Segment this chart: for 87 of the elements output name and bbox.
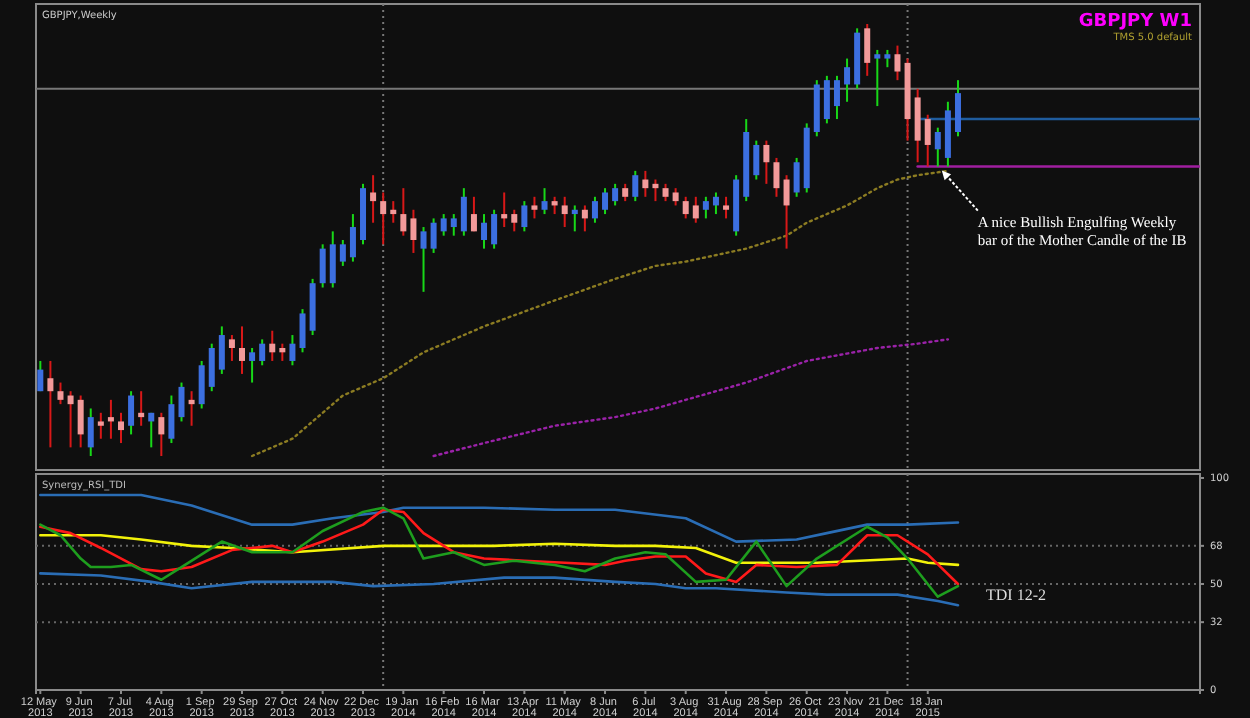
candlestick (571, 204, 578, 233)
candlestick (440, 213, 447, 237)
candlestick (844, 57, 851, 103)
candlestick (682, 195, 689, 220)
annotation: TDI 12-2 (986, 586, 1046, 604)
candlestick (632, 169, 639, 203)
candlestick (128, 390, 135, 436)
candlestick (894, 44, 901, 82)
candlestick (602, 187, 609, 216)
candlestick (218, 325, 225, 375)
candlestick (370, 174, 377, 224)
candlestick (864, 23, 871, 77)
candlestick (914, 87, 921, 164)
candlestick (954, 79, 961, 138)
candlestick (521, 200, 528, 233)
candlestick (228, 334, 235, 362)
candlestick (269, 329, 276, 362)
candlestick (259, 338, 266, 367)
candlestick (702, 195, 709, 220)
candlestick (612, 182, 619, 207)
candlestick (107, 398, 114, 440)
candlestick (118, 411, 124, 445)
candlestick (541, 187, 548, 216)
candlestick (97, 411, 104, 440)
candlestick (481, 213, 488, 250)
candlestick (833, 74, 840, 121)
line-series (39, 493, 960, 543)
candlestick (57, 381, 64, 406)
candlestick (591, 195, 598, 224)
candlestick (289, 334, 296, 367)
candlestick (470, 195, 477, 233)
candlestick (249, 347, 256, 384)
candlestick (400, 187, 407, 237)
candlestick (208, 342, 215, 393)
candlestick (198, 359, 205, 410)
candlestick (299, 308, 306, 354)
candlestick (188, 390, 195, 427)
candlestick (793, 156, 800, 198)
candlestick (410, 208, 417, 254)
candlestick (763, 139, 770, 185)
candlestick (178, 381, 185, 423)
candlestick (501, 191, 508, 229)
candlestick (148, 411, 155, 449)
candlestick (138, 390, 145, 427)
line-series (39, 506, 960, 599)
candlestick (349, 213, 356, 263)
candlestick (491, 208, 498, 250)
candlestick (309, 277, 316, 337)
line-series (39, 508, 960, 586)
candlestick (450, 213, 457, 237)
candlestick (239, 325, 245, 375)
candlestick (642, 169, 649, 198)
candlestick (773, 156, 780, 198)
candlestick (531, 195, 538, 220)
candlestick (934, 126, 941, 168)
candlestick (460, 187, 467, 237)
candlestick (37, 359, 44, 393)
candlestick (753, 139, 760, 181)
chart-title: GBPJPY W1 (1078, 12, 1192, 32)
candlestick (319, 243, 326, 289)
candlestick (380, 191, 387, 246)
candlestick (329, 230, 336, 289)
candlestick (924, 113, 931, 168)
candlestick (390, 200, 397, 224)
candlestick (339, 239, 346, 267)
candlestick (420, 226, 427, 293)
candlestick (511, 208, 518, 233)
candlestick (723, 195, 730, 220)
candlestick (581, 204, 588, 233)
candlestick (87, 407, 94, 457)
candlestick (783, 174, 790, 250)
line-series (39, 572, 960, 607)
line-series (39, 533, 960, 567)
candlestick (652, 178, 659, 203)
candlestick (712, 191, 719, 216)
candlestick (813, 79, 820, 138)
candlestick (823, 74, 830, 125)
candlestick (158, 411, 165, 457)
candlestick (67, 390, 74, 449)
candlestick (77, 394, 84, 449)
candlestick (430, 217, 437, 254)
candlestick (692, 195, 699, 224)
candlestick (561, 195, 568, 229)
candlestick (944, 100, 951, 168)
candlestick (47, 359, 54, 449)
candlestick (168, 394, 175, 445)
candlestick (874, 48, 881, 108)
